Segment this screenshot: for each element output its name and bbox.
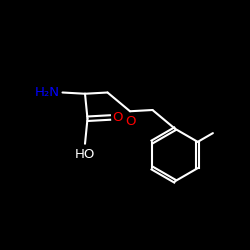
- Text: H₂N: H₂N: [35, 86, 60, 99]
- Text: O: O: [125, 115, 135, 128]
- Text: O: O: [112, 111, 123, 124]
- Text: HO: HO: [75, 148, 95, 160]
